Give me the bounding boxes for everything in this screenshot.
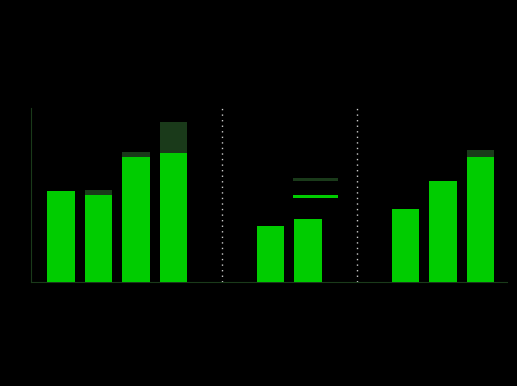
Bar <box>392 209 419 282</box>
Bar <box>47 191 75 282</box>
Bar <box>467 150 494 157</box>
Bar <box>160 153 187 282</box>
Bar <box>122 151 149 157</box>
Bar <box>122 157 149 282</box>
Bar <box>160 122 187 153</box>
Bar <box>85 195 112 282</box>
Bar <box>295 219 322 282</box>
Bar <box>293 178 338 181</box>
Bar <box>429 181 457 282</box>
Bar <box>257 226 284 282</box>
Bar <box>293 195 338 198</box>
Bar <box>85 190 112 195</box>
Bar <box>467 157 494 282</box>
